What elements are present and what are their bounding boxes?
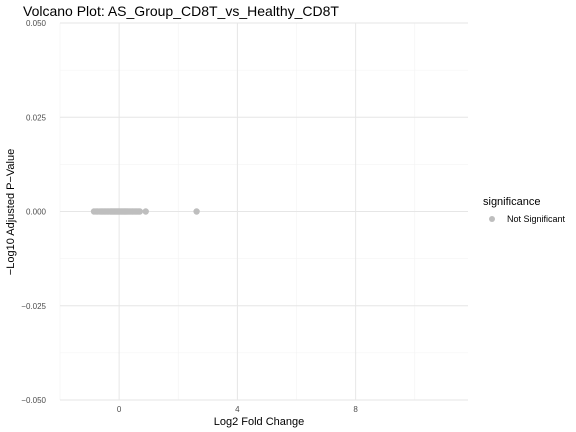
y-tick-label: −0.050 <box>21 396 46 405</box>
y-axis-label: −Log10 Adjusted P−Value <box>5 149 17 275</box>
x-tick-label: 0 <box>117 405 122 414</box>
x-tick-label: 4 <box>235 405 240 414</box>
data-point <box>193 208 200 215</box>
legend: significance Not Significant <box>483 196 566 224</box>
y-tick-label: 0.050 <box>26 19 47 28</box>
legend-label-not-significant: Not Significant <box>507 214 566 224</box>
legend-swatch-not-significant <box>489 216 495 222</box>
y-tick-label: −0.025 <box>21 302 46 311</box>
y-tick-label: 0.025 <box>26 113 47 122</box>
data-point <box>136 208 144 215</box>
x-tick-label: 8 <box>353 405 358 414</box>
y-tick-labels: −0.050 −0.025 0.000 0.025 0.050 <box>21 19 46 405</box>
plot-grid <box>59 22 468 401</box>
x-tick-labels: 0 4 8 <box>117 405 359 414</box>
y-tick-label: 0.000 <box>26 208 47 217</box>
data-point <box>142 208 149 215</box>
legend-title: significance <box>483 196 540 208</box>
data-points <box>90 208 200 215</box>
x-axis-label: Log2 Fold Change <box>214 416 305 428</box>
chart-title: Volcano Plot: AS_Group_CD8T_vs_Healthy_C… <box>23 3 339 19</box>
